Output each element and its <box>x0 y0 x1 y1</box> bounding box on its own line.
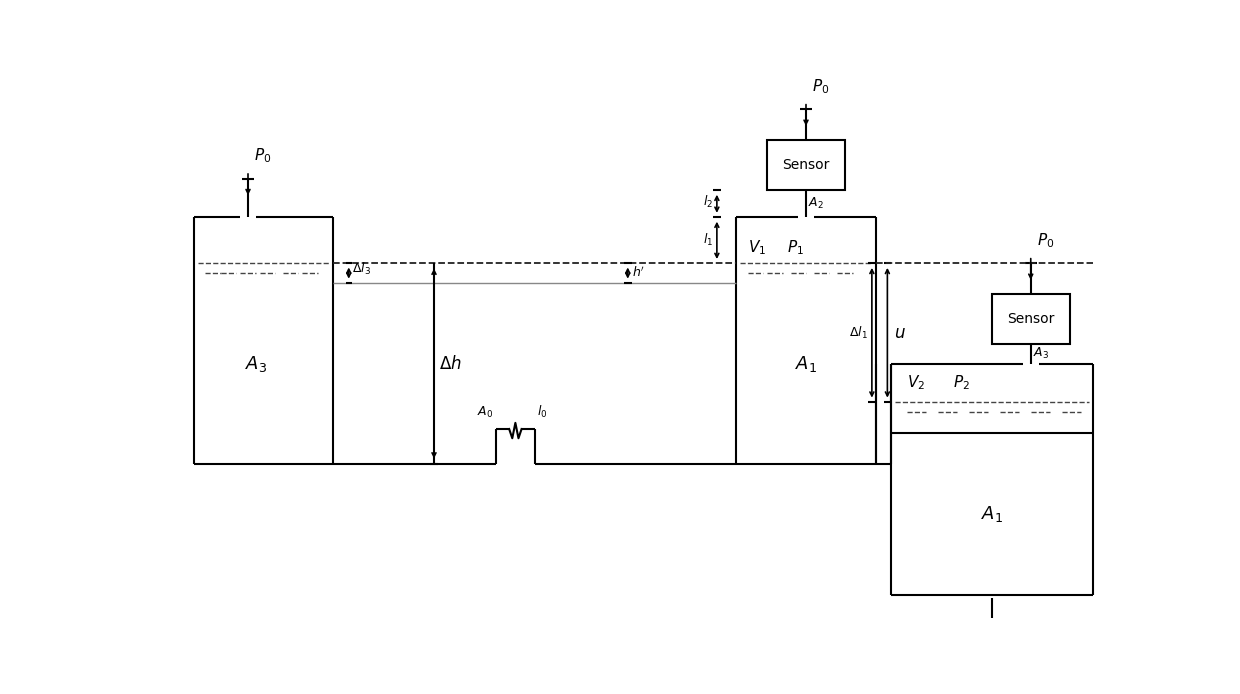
Bar <box>992 294 1069 344</box>
Text: $A_3$: $A_3$ <box>1033 346 1049 361</box>
Text: $l_2$: $l_2$ <box>703 194 713 210</box>
Text: $A_1$: $A_1$ <box>981 504 1003 524</box>
Text: Sensor: Sensor <box>782 158 830 172</box>
Bar <box>768 140 844 190</box>
Text: $P_1$: $P_1$ <box>786 239 804 257</box>
Text: $\Delta h$: $\Delta h$ <box>439 355 461 373</box>
Text: $\Delta l_1$: $\Delta l_1$ <box>849 325 868 341</box>
Text: $V_2$: $V_2$ <box>906 373 925 392</box>
Text: $A_1$: $A_1$ <box>795 353 817 373</box>
Text: $l_1$: $l_1$ <box>703 232 713 248</box>
Text: $A_2$: $A_2$ <box>808 196 825 211</box>
Text: $h'$: $h'$ <box>631 265 645 280</box>
Text: Sensor: Sensor <box>1007 312 1054 326</box>
Text: $P_0$: $P_0$ <box>254 146 272 165</box>
Text: $A_3$: $A_3$ <box>244 353 267 373</box>
Text: $P_2$: $P_2$ <box>954 373 970 392</box>
Text: $l_0$: $l_0$ <box>537 404 548 420</box>
Text: $V_1$: $V_1$ <box>748 239 766 257</box>
Text: $P_0$: $P_0$ <box>1037 231 1054 250</box>
Text: $u$: $u$ <box>894 324 905 341</box>
Text: $\Delta l_3$: $\Delta l_3$ <box>352 261 371 278</box>
Text: $P_0$: $P_0$ <box>812 77 830 96</box>
Text: $A_0$: $A_0$ <box>477 405 494 420</box>
